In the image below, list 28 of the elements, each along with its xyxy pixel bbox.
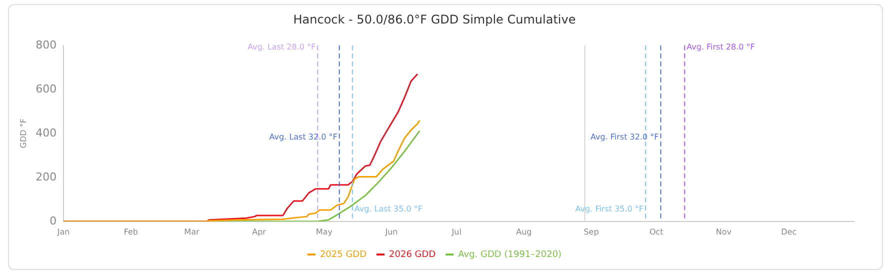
y-tick-label: 600 [36,82,57,96]
y-tick-label: 800 [36,38,57,52]
chart-title: Hancock - 50.0/86.0°F GDD Simple Cumulative [293,12,576,26]
ref-line-label: Avg. Last 35.0 °F [354,204,423,214]
x-tick-label: Aug [516,227,532,236]
ref-line-label: Avg. Last 32.0 °F [269,132,338,142]
x-tick-label: Nov [716,227,732,236]
ref-line-label: Avg. First 32.0 °F [590,132,660,142]
ref-line-label: Avg. Last 28.0 °F [248,42,316,52]
x-tick-label: Oct [649,227,664,236]
legend-label: 2025 GDD [320,250,367,260]
y-tick-label: 0 [50,214,57,228]
ref-line-label: Avg. First 35.0 °F [575,204,644,214]
x-tick-label: Feb [124,227,138,236]
legend-label: Avg. GDD (1991–2020) [458,250,562,260]
x-tick-label: Sep [584,227,599,236]
x-tick-label: Jan [56,227,70,236]
x-tick-label: Jul [450,227,462,236]
x-tick-label: Apr [252,227,267,236]
y-tick-label: 200 [36,170,57,184]
x-tick-label: Dec [781,227,797,236]
x-tick-label: Jun [384,227,398,236]
y-axis-title: GDD °F [18,118,28,148]
y-tick-label: 400 [36,126,57,140]
x-tick-label: Mar [184,227,200,236]
x-tick-label: May [316,227,333,236]
legend-label: 2026 GDD [389,250,436,260]
ref-line-label: Avg. First 28.0 °F [686,42,756,52]
